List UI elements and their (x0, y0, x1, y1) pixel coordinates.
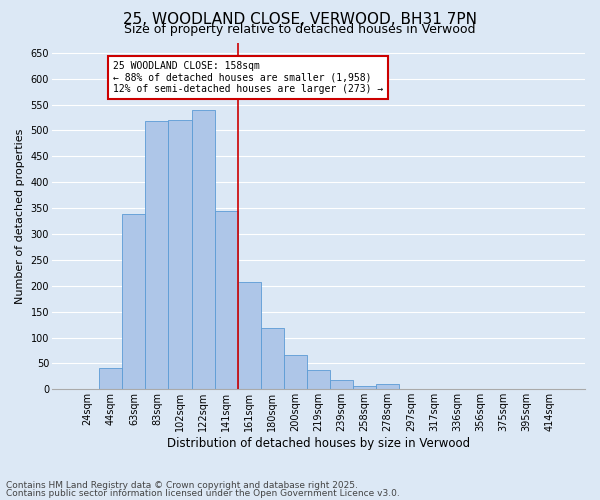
Bar (284, 354, 307, 390)
Bar (169, 120, 191, 390)
Text: Size of property relative to detached houses in Verwood: Size of property relative to detached ho… (124, 22, 476, 36)
Bar (330, 380, 353, 390)
Bar (376, 384, 399, 390)
Bar (145, 120, 169, 390)
Text: Contains HM Land Registry data © Crown copyright and database right 2025.: Contains HM Land Registry data © Crown c… (6, 481, 358, 490)
Bar (122, 214, 145, 390)
X-axis label: Distribution of detached houses by size in Verwood: Distribution of detached houses by size … (167, 437, 470, 450)
Text: Contains public sector information licensed under the Open Government Licence v3: Contains public sector information licen… (6, 488, 400, 498)
Text: 25, WOODLAND CLOSE, VERWOOD, BH31 7PN: 25, WOODLAND CLOSE, VERWOOD, BH31 7PN (123, 12, 477, 28)
Bar (238, 282, 261, 390)
Bar (445, 389, 469, 390)
Bar (538, 389, 561, 390)
Y-axis label: Number of detached properties: Number of detached properties (15, 128, 25, 304)
Bar (353, 386, 376, 390)
Text: 25 WOODLAND CLOSE: 158sqm
← 88% of detached houses are smaller (1,958)
12% of se: 25 WOODLAND CLOSE: 158sqm ← 88% of detac… (113, 60, 383, 94)
Bar (99, 368, 122, 390)
Bar (215, 211, 238, 390)
Bar (191, 110, 215, 390)
Bar (307, 370, 330, 390)
Bar (261, 328, 284, 390)
